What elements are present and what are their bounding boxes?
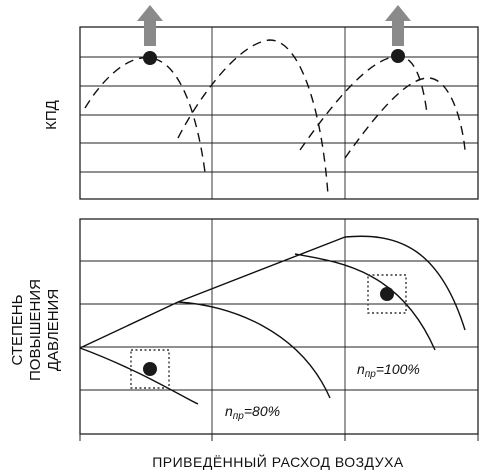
efficiency-curve-1 — [84, 57, 206, 173]
characteristic-curve-80 — [79, 347, 199, 405]
efficiency-curve-4 — [344, 77, 466, 159]
operating-point-marker — [143, 362, 157, 376]
characteristic-curve-100-inner — [294, 253, 436, 351]
pressure-panel: nпр=80% nпр=100% СТЕПЕНЬ ПОВЫШЕНИЯ ДАВЛЕ… — [9, 218, 479, 470]
characteristic-curve-100 — [344, 235, 466, 331]
curve-label-80: nпр=80% — [225, 403, 280, 422]
pressure-grid — [80, 219, 478, 434]
efficiency-grid — [80, 27, 478, 199]
x-axis-ticks — [79, 434, 479, 441]
characteristic-curve-80-upper — [177, 301, 331, 399]
up-arrow-icon — [385, 5, 411, 46]
operating-point-marker — [143, 51, 157, 65]
highlight-box-100 — [367, 274, 407, 314]
svg-text:СТЕПЕНЬ: СТЕПЕНЬ — [9, 294, 26, 365]
up-arrow-icon — [137, 5, 163, 46]
pressure-axis-title: СТЕПЕНЬ ПОВЫШЕНИЯ ДАВЛЕНИЯ — [9, 279, 62, 381]
surge-line — [79, 236, 346, 349]
svg-text:ДАВЛЕНИЯ: ДАВЛЕНИЯ — [45, 289, 62, 371]
x-axis-title: ПРИВЕДЁННЫЙ РАСХОД ВОЗДУХА — [152, 453, 404, 470]
efficiency-axis-title: КПД — [43, 100, 60, 130]
efficiency-curve-3 — [299, 55, 428, 151]
efficiency-panel: КПД — [43, 5, 479, 200]
svg-text:ПОВЫШЕНИЯ: ПОВЫШЕНИЯ — [27, 279, 44, 381]
operating-point-marker — [380, 287, 394, 301]
pressure-panel-frame — [79, 218, 479, 435]
operating-point-marker — [391, 49, 405, 63]
highlight-box-80 — [130, 349, 170, 389]
curve-label-100: nпр=100% — [357, 361, 420, 380]
efficiency-panel-frame — [79, 26, 479, 200]
